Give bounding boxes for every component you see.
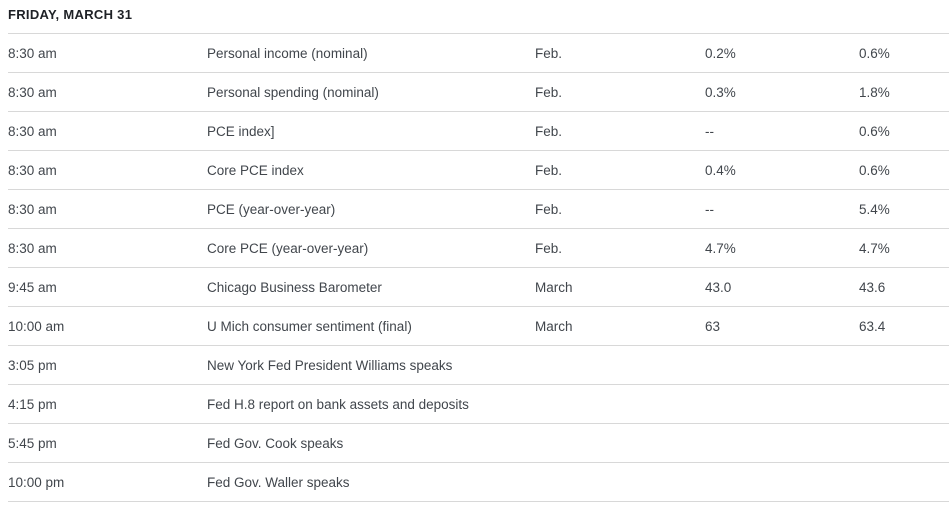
event-actual: 5.4% — [859, 201, 890, 217]
event-time: 5:45 pm — [8, 435, 57, 451]
event-actual: 63.4 — [859, 318, 886, 334]
event-period: Feb. — [535, 84, 563, 100]
event-forecast: 43.0 — [705, 279, 732, 295]
table-row: 8:30 am Personal spending (nominal) Feb.… — [8, 72, 949, 111]
event-time: 8:30 am — [8, 45, 57, 61]
event-time: 9:45 am — [8, 279, 57, 295]
table-row: 10:00 pm Fed Gov. Waller speaks — [8, 462, 949, 501]
event-report: Core PCE (year-over-year) — [207, 240, 369, 256]
event-period: March — [535, 318, 573, 334]
event-period: Feb. — [535, 240, 563, 256]
table-row: 10:00 am U Mich consumer sentiment (fina… — [8, 306, 949, 345]
event-report: Personal spending (nominal) — [207, 84, 379, 100]
event-time: 10:00 am — [8, 318, 65, 334]
table-row: 5:45 pm Fed Gov. Cook speaks — [8, 423, 949, 462]
table-row: 3:05 pm New York Fed President Williams … — [8, 345, 949, 384]
event-forecast: 4.7% — [705, 240, 736, 256]
table-row: 8:30 am PCE index] Feb. -- 0.6% — [8, 111, 949, 150]
event-time: 8:30 am — [8, 201, 57, 217]
event-forecast: 0.4% — [705, 162, 736, 178]
event-period: Feb. — [535, 45, 563, 61]
economic-calendar: FRIDAY, MARCH 31 8:30 am Personal income… — [8, 0, 949, 502]
event-forecast: 63 — [705, 318, 721, 334]
event-report: Personal income (nominal) — [207, 45, 368, 61]
event-time: 4:15 pm — [8, 396, 57, 412]
event-actual: 1.8% — [859, 84, 890, 100]
event-report: PCE index] — [207, 123, 275, 139]
table-row: 8:30 am Core PCE (year-over-year) Feb. 4… — [8, 228, 949, 267]
calendar-table: 8:30 am Personal income (nominal) Feb. 0… — [8, 33, 949, 502]
event-time: 8:30 am — [8, 123, 57, 139]
event-forecast: 0.2% — [705, 45, 736, 61]
event-time: 8:30 am — [8, 84, 57, 100]
event-forecast: -- — [705, 123, 714, 139]
event-time: 8:30 am — [8, 162, 57, 178]
event-time: 8:30 am — [8, 240, 57, 256]
event-forecast: -- — [705, 201, 714, 217]
event-period: Feb. — [535, 162, 563, 178]
event-time: 3:05 pm — [8, 357, 57, 373]
table-row: 8:30 am Core PCE index Feb. 0.4% 0.6% — [8, 150, 949, 189]
event-report: Fed H.8 report on bank assets and deposi… — [207, 396, 469, 412]
event-period: Feb. — [535, 201, 563, 217]
event-report: PCE (year-over-year) — [207, 201, 336, 217]
event-actual: 0.6% — [859, 123, 890, 139]
table-row: 8:30 am PCE (year-over-year) Feb. -- 5.4… — [8, 189, 949, 228]
event-period: March — [535, 279, 573, 295]
day-heading: FRIDAY, MARCH 31 — [8, 7, 133, 22]
event-report: Core PCE index — [207, 162, 304, 178]
event-time: 10:00 pm — [8, 474, 65, 490]
event-report: Fed Gov. Waller speaks — [207, 474, 350, 490]
event-report: New York Fed President Williams speaks — [207, 357, 453, 373]
event-actual: 43.6 — [859, 279, 886, 295]
event-report: U Mich consumer sentiment (final) — [207, 318, 412, 334]
event-forecast: 0.3% — [705, 84, 736, 100]
event-actual: 4.7% — [859, 240, 890, 256]
table-row: 8:30 am Personal income (nominal) Feb. 0… — [8, 33, 949, 72]
event-report: Fed Gov. Cook speaks — [207, 435, 344, 451]
event-period: Feb. — [535, 123, 563, 139]
event-report: Chicago Business Barometer — [207, 279, 382, 295]
event-actual: 0.6% — [859, 45, 890, 61]
event-actual: 0.6% — [859, 162, 890, 178]
table-row: 4:15 pm Fed H.8 report on bank assets an… — [8, 384, 949, 423]
table-row: 9:45 am Chicago Business Barometer March… — [8, 267, 949, 306]
